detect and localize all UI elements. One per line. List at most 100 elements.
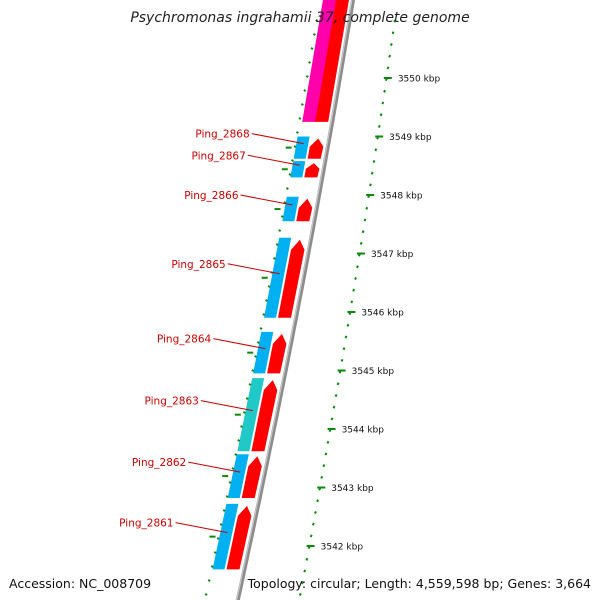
scale-dot	[298, 592, 302, 596]
inner-tick	[240, 425, 243, 428]
scale-dot	[326, 440, 330, 444]
inner-tick	[254, 355, 258, 358]
gene-cds-arrow	[296, 198, 313, 222]
gene-label-leader	[240, 194, 293, 206]
accession-text: Accession: NC_008709	[9, 576, 152, 591]
gene-label: Ping_2867	[191, 150, 245, 162]
scale-dot	[320, 475, 324, 479]
inner-tick	[228, 481, 232, 484]
inner-tick	[256, 341, 260, 344]
gene-label: Ping_2865	[171, 259, 225, 271]
scale-label: 3546 kbp	[361, 309, 404, 319]
gene-label-leader	[200, 400, 253, 412]
inner-tick	[272, 257, 276, 260]
scale-dot	[322, 464, 326, 468]
inner-tick	[216, 537, 220, 540]
inner-tick	[267, 285, 271, 288]
inner-tick	[219, 523, 223, 526]
gene-label-leader	[175, 522, 228, 534]
gene-orf-block	[253, 331, 274, 374]
scale-dot	[381, 101, 385, 105]
inner-tick	[237, 439, 241, 442]
scale-dot	[301, 581, 304, 585]
map-title: Psychromonas ingrahamii 37, complete gen…	[130, 10, 470, 26]
inner-tick	[283, 201, 287, 204]
scale-dot	[350, 300, 354, 304]
scale-dot	[389, 42, 393, 47]
gene-label: Ping_2862	[132, 457, 186, 469]
scale-dot	[342, 347, 346, 351]
gene-label-leader	[251, 133, 304, 145]
inner-tick	[231, 467, 235, 470]
scale-label: 3545 kbp	[352, 367, 395, 377]
gene-orf-block	[293, 136, 310, 159]
scale-dot	[388, 54, 392, 58]
gene-label: Ping_2866	[184, 190, 239, 202]
scale-dot	[334, 393, 338, 398]
inner-tick	[251, 369, 255, 372]
gene-label: Ping_2864	[157, 334, 212, 346]
scale-dot	[372, 159, 376, 164]
gene-cds-arrow	[226, 505, 252, 570]
scale-label: 3547 kbp	[371, 250, 414, 260]
inner-tick	[291, 159, 294, 162]
inner-tick	[285, 187, 289, 190]
gene-label: Ping_2861	[119, 518, 173, 530]
inner-tick	[315, 19, 319, 22]
inner-tick	[245, 397, 249, 400]
gene-orf-block	[227, 454, 249, 498]
scale-dot	[370, 171, 374, 175]
scale-dot	[374, 148, 378, 152]
scale-ticks: 3550 kbp 3549 kbp 3548 kbp 3547 kbp 3546 kbp…	[298, 19, 441, 596]
scale-dot	[354, 276, 357, 281]
scale-dot	[383, 89, 386, 93]
scale-dot	[359, 241, 363, 245]
gene-cds-arrow	[251, 380, 278, 452]
scale-dot	[379, 113, 383, 117]
scale-dot	[305, 557, 309, 561]
scale-dot	[391, 31, 395, 35]
scale-dot	[361, 230, 365, 234]
gene-cds-arrow	[267, 333, 287, 374]
scale-dot	[314, 510, 317, 515]
scale-label: 3549 kbp	[389, 133, 432, 143]
scale-dot	[336, 382, 340, 386]
feature-red-block	[315, 0, 349, 122]
gene-orf-block	[282, 196, 299, 222]
inner-tick	[213, 551, 217, 554]
inner-tick	[303, 89, 307, 92]
inner-tick	[298, 117, 302, 120]
scale-dot	[316, 499, 319, 503]
inner-tick	[295, 131, 299, 134]
scale-dot	[324, 452, 328, 456]
scale-label: 3548 kbp	[380, 192, 423, 202]
scale-label: 3544 kbp	[342, 426, 385, 436]
feature-pink-block	[302, 0, 337, 122]
inner-tick	[222, 509, 226, 512]
scale-dot	[330, 417, 334, 421]
scale-dot	[332, 405, 336, 409]
inner-tick	[242, 411, 246, 414]
gene-label: Ping_2863	[145, 396, 199, 408]
inner-tick	[310, 47, 314, 50]
gene-orf-block	[290, 161, 306, 178]
scale-dot	[365, 206, 369, 210]
scale-dot	[377, 124, 381, 128]
genome-track	[204, 0, 356, 600]
scale-dot	[303, 569, 307, 573]
inner-tick	[248, 383, 252, 386]
scale-dot	[393, 19, 397, 23]
inner-tick	[234, 453, 238, 456]
genome-backbone-highlight	[235, 0, 353, 600]
inner-tick	[210, 565, 214, 568]
inner-tick	[312, 33, 316, 36]
gene-cds-arrow	[307, 138, 324, 159]
gene-label-leader	[227, 263, 280, 275]
gene-label-leader	[213, 338, 266, 350]
gene-cds-arrow	[278, 239, 305, 318]
genome-backbone	[235, 0, 356, 600]
inner-tick	[207, 579, 211, 582]
gene-labels: Ping_2868 Ping_2867 Ping_2866 Ping_2865 Ping…	[119, 129, 304, 534]
scale-dot	[352, 288, 356, 292]
inner-tick	[204, 593, 208, 596]
